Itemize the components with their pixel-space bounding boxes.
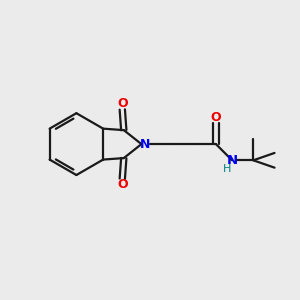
Text: H: H	[223, 164, 231, 173]
Text: O: O	[117, 97, 128, 110]
Text: N: N	[227, 154, 238, 167]
Text: O: O	[211, 110, 221, 124]
Text: O: O	[117, 178, 128, 191]
Text: N: N	[140, 138, 151, 151]
